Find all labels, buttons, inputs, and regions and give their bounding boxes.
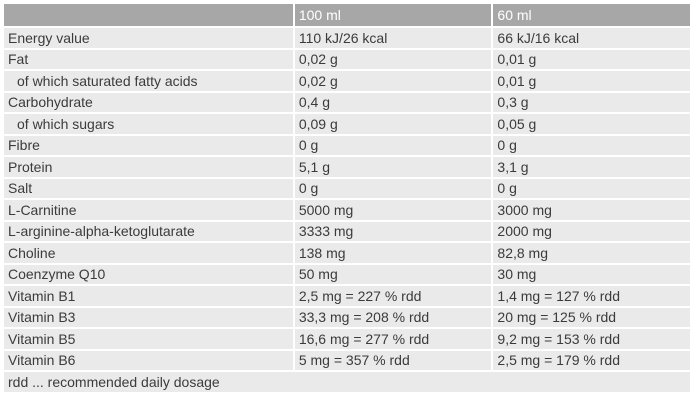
row-label: Vitamin B3 [4,307,293,327]
nutrition-table: 100 ml 60 ml Energy value 110 kJ/26 kcal 6… [2,2,692,394]
value-60ml: 0 g [493,135,690,155]
value-100ml: 50 mg [294,264,492,284]
col-header-60ml: 60 ml [493,4,690,26]
value-100ml: 0 g [294,135,492,155]
value-60ml: 0,01 g [493,71,690,91]
table-row: of which sugars 0,09 g 0,05 g [4,114,690,134]
table-row: Coenzyme Q10 50 mg 30 mg [4,264,690,284]
nutrition-table-body: Energy value 110 kJ/26 kcal 66 kJ/16 kcal F… [4,28,690,370]
table-row: Choline 138 mg 82,8 mg [4,243,690,263]
value-60ml: 0,3 g [493,92,690,112]
value-60ml: 3000 mg [493,200,690,220]
table-row: of which saturated fatty acids 0,02 g 0,01… [4,71,690,91]
value-60ml: 9,2 mg = 153 % rdd [493,329,690,349]
value-60ml: 0,05 g [493,114,690,134]
row-label: Choline [4,243,293,263]
row-label: Vitamin B5 [4,329,293,349]
value-60ml: 0,01 g [493,49,690,69]
value-100ml: 5 mg = 357 % rdd [294,350,492,370]
row-label: of which sugars [4,114,293,134]
header-row: 100 ml 60 ml [4,4,690,26]
value-60ml: 3,1 g [493,157,690,177]
footnote-row: rdd ... recommended daily dosage [4,372,690,392]
table-row: Vitamin B1 2,5 mg = 227 % rdd 1,4 mg = 127… [4,286,690,306]
value-60ml: 2000 mg [493,221,690,241]
value-60ml: 30 mg [493,264,690,284]
footnote-text: rdd ... recommended daily dosage [4,372,690,392]
row-label: Coenzyme Q10 [4,264,293,284]
table-row: L-Carnitine 5000 mg 3000 mg [4,200,690,220]
table-row: Vitamin B6 5 mg = 357 % rdd 2,5 mg = 179 %… [4,350,690,370]
value-100ml: 3333 mg [294,221,492,241]
row-label: L-arginine-alpha-ketoglutarate [4,221,293,241]
value-100ml: 138 mg [294,243,492,263]
col-header-100ml: 100 ml [294,4,492,26]
value-60ml: 0 g [493,178,690,198]
value-100ml: 16,6 mg = 277 % rdd [294,329,492,349]
row-label: Salt [4,178,293,198]
row-label: of which saturated fatty acids [4,71,293,91]
row-label: Energy value [4,28,293,48]
value-60ml: 1,4 mg = 127 % rdd [493,286,690,306]
value-100ml: 0,02 g [294,71,492,91]
value-100ml: 0,02 g [294,49,492,69]
row-label: Fibre [4,135,293,155]
table-row: L-arginine-alpha-ketoglutarate 3333 mg 200… [4,221,690,241]
value-100ml: 5,1 g [294,157,492,177]
col-header-empty [4,4,293,26]
value-60ml: 20 mg = 125 % rdd [493,307,690,327]
value-100ml: 110 kJ/26 kcal [294,28,492,48]
value-100ml: 0,4 g [294,92,492,112]
table-row: Vitamin B3 33,3 mg = 208 % rdd 20 mg = 125… [4,307,690,327]
table-row: Protein 5,1 g 3,1 g [4,157,690,177]
row-label: Carbohydrate [4,92,293,112]
row-label: Fat [4,49,293,69]
table-row: Carbohydrate 0,4 g 0,3 g [4,92,690,112]
table-row: Vitamin B5 16,6 mg = 277 % rdd 9,2 mg = 15… [4,329,690,349]
row-label: Protein [4,157,293,177]
value-100ml: 0 g [294,178,492,198]
table-row: Fat 0,02 g 0,01 g [4,49,690,69]
value-60ml: 2,5 mg = 179 % rdd [493,350,690,370]
value-100ml: 5000 mg [294,200,492,220]
value-60ml: 82,8 mg [493,243,690,263]
value-100ml: 0,09 g [294,114,492,134]
row-label: Vitamin B1 [4,286,293,306]
table-row: Energy value 110 kJ/26 kcal 66 kJ/16 kcal [4,28,690,48]
row-label: L-Carnitine [4,200,293,220]
value-60ml: 66 kJ/16 kcal [493,28,690,48]
value-100ml: 33,3 mg = 208 % rdd [294,307,492,327]
value-100ml: 2,5 mg = 227 % rdd [294,286,492,306]
row-label: Vitamin B6 [4,350,293,370]
